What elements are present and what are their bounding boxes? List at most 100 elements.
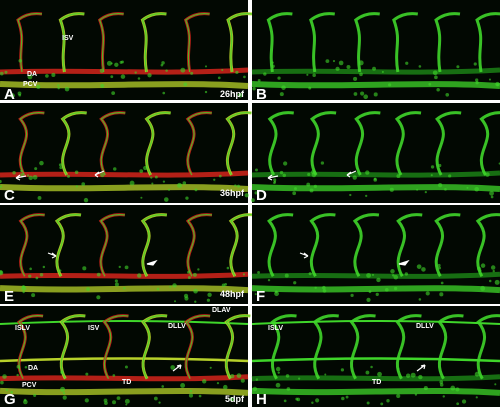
cell: [28, 274, 32, 278]
cell: [27, 74, 33, 80]
cell: [160, 63, 164, 67]
cell: [29, 267, 32, 271]
cell: [22, 290, 25, 294]
cell: [31, 293, 36, 298]
cell: [390, 269, 395, 274]
cell: [28, 175, 33, 181]
cell: [332, 59, 336, 63]
vessel: [267, 213, 294, 278]
cell: [393, 286, 398, 291]
cell: [320, 161, 325, 165]
cell: [218, 174, 222, 178]
cell: [416, 188, 419, 191]
cell: [113, 167, 117, 171]
cell: [273, 178, 277, 182]
cell: [180, 383, 186, 388]
vessel: [185, 315, 211, 380]
cell: [244, 193, 249, 198]
cell: [444, 188, 447, 191]
cell: [156, 287, 160, 291]
cell: [371, 273, 375, 276]
vessel: [187, 214, 213, 277]
cell: [112, 374, 116, 377]
vessel: [396, 213, 423, 278]
cell: [365, 370, 370, 375]
vessel: [251, 184, 500, 192]
stage-label: 48hpf: [220, 289, 245, 299]
cell: [311, 401, 314, 404]
cell: [119, 60, 123, 64]
cell: [380, 402, 384, 406]
cell: [277, 76, 281, 80]
cell: [425, 291, 430, 296]
cell: [257, 270, 260, 274]
cell: [250, 198, 255, 203]
cell: [376, 277, 381, 283]
cell: [106, 60, 112, 66]
cell: [353, 92, 358, 96]
cell: [285, 374, 290, 378]
vessel: [18, 315, 44, 380]
arrow: [94, 170, 105, 178]
cell: [221, 283, 226, 288]
cell: [240, 378, 245, 383]
vessel: [17, 13, 43, 73]
cell: [349, 193, 352, 197]
cell: [252, 386, 258, 392]
cell: [254, 293, 257, 296]
cell: [313, 184, 318, 189]
cell: [158, 401, 161, 404]
cell: [386, 399, 390, 403]
vessel: [0, 320, 249, 325]
cell: [345, 395, 349, 399]
arrow: [416, 364, 426, 372]
cell: [373, 178, 378, 182]
cell: [396, 393, 401, 399]
vessel: [225, 315, 251, 380]
cell: [170, 365, 176, 370]
cell: [434, 75, 438, 80]
cell: [428, 82, 432, 86]
panel-letter: E: [4, 288, 14, 305]
cell: [112, 400, 116, 405]
cell: [37, 196, 42, 200]
cell: [388, 83, 392, 87]
vessel: [308, 12, 335, 73]
cell: [445, 92, 450, 97]
cell: [271, 61, 274, 64]
arrowhead: [398, 259, 410, 266]
cell: [494, 279, 500, 285]
cell: [114, 62, 119, 67]
cell: [35, 276, 39, 280]
cell: [282, 173, 286, 178]
cell: [294, 187, 297, 191]
labels: A B C D E F G H 26hpf 36hpf 48hpf 5dpf I…: [4, 35, 434, 407]
cell: [308, 272, 312, 276]
vessel-label: ISLV: [15, 325, 30, 332]
cell: [418, 65, 422, 68]
cell: [161, 385, 164, 388]
panel-letter: F: [256, 288, 265, 305]
vessel: [349, 314, 376, 380]
cell: [430, 174, 433, 177]
cell: [116, 396, 121, 400]
cell: [207, 292, 212, 298]
cell: [423, 386, 428, 391]
cell: [169, 285, 172, 288]
cell: [366, 297, 371, 302]
cell: [307, 172, 311, 177]
cell: [475, 81, 479, 85]
cell: [352, 175, 357, 180]
vessel: [0, 184, 249, 192]
arrow: [47, 252, 57, 259]
cell: [274, 291, 279, 297]
cell: [234, 184, 237, 187]
cell: [442, 395, 445, 398]
cell: [275, 382, 281, 388]
cell: [58, 163, 62, 167]
vessel-label: PCV: [22, 382, 37, 389]
vessel: [230, 214, 255, 277]
cell: [377, 371, 382, 377]
vessel: [251, 285, 500, 294]
cell: [57, 87, 60, 90]
